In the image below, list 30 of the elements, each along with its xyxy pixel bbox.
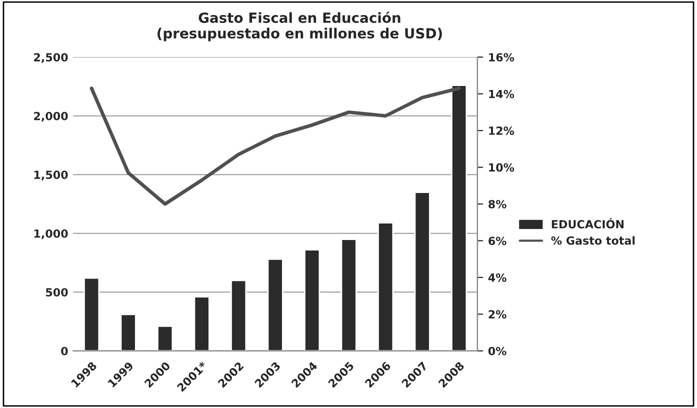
y2-tick-label: 8% — [488, 200, 506, 208]
chart-title: Gasto Fiscal en Educación (presupuestado en millones de USD) — [158, 12, 442, 42]
y-tick-label: 0 — [61, 346, 68, 356]
y-tick-label: 1,500 — [34, 170, 68, 180]
bar — [267, 258, 284, 351]
legend-label: % Gasto total — [551, 236, 635, 245]
bar — [451, 84, 468, 351]
bar — [414, 192, 430, 351]
y2-tick-label: 12% — [489, 126, 514, 135]
y2-tick-label: 4% — [488, 273, 506, 282]
y-tick-label: 1,000 — [34, 229, 68, 240]
bar — [120, 314, 136, 351]
y2-tick-label: 16% — [489, 53, 514, 62]
y-tick-label: 500 — [46, 288, 68, 297]
y2-tick-label: 2% — [488, 310, 506, 319]
line-series — [90, 86, 461, 206]
legend-label: EDUCACIÓN — [552, 218, 624, 228]
bar — [84, 277, 100, 351]
bar — [230, 280, 247, 351]
bar — [340, 238, 357, 351]
bar — [378, 222, 394, 351]
y2-tick-label: 14% — [489, 90, 514, 98]
bar — [304, 249, 320, 351]
y-tick-label: 2,000 — [34, 112, 68, 122]
y2-tick-label: 10% — [489, 163, 514, 172]
y2-tick-label: 0% — [488, 346, 506, 356]
bar — [157, 326, 174, 351]
y-tick-label: 2,500 — [34, 53, 68, 63]
bar — [194, 296, 210, 351]
y2-tick-label: 6% — [488, 236, 506, 246]
